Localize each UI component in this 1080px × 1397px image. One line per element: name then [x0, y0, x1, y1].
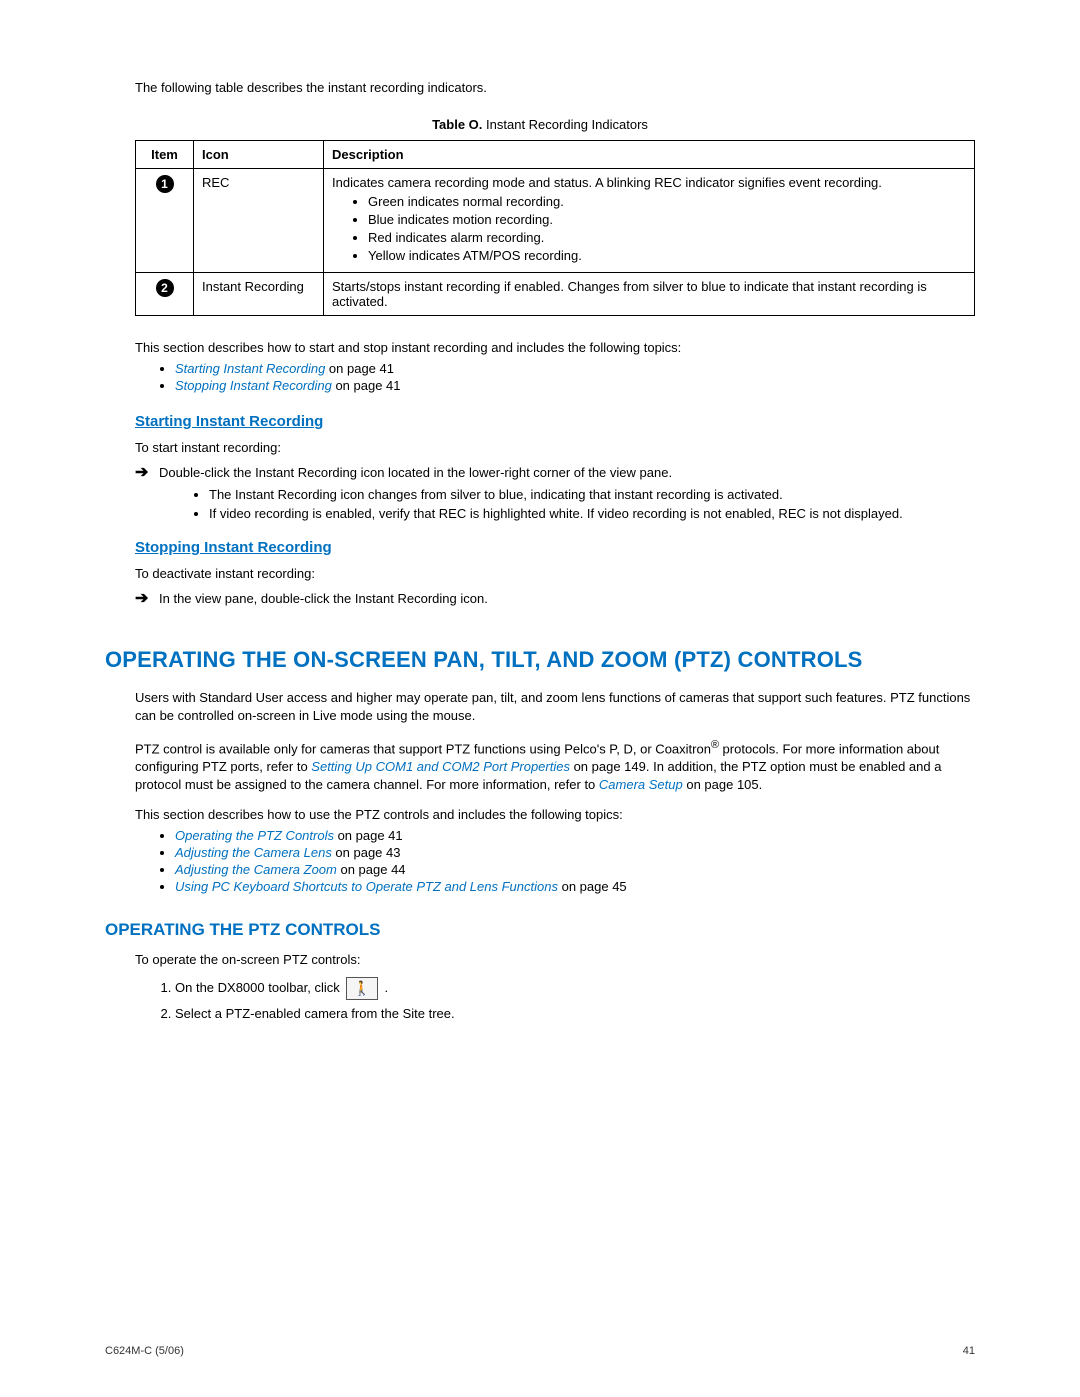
item-number-2: 2: [156, 279, 174, 297]
ptz-sub-heading: OPERATING THE PTZ CONTROLS: [105, 920, 975, 940]
stopping-intro: To deactivate instant recording:: [105, 566, 975, 581]
registered-mark: ®: [711, 739, 719, 751]
list-item: Stopping Instant Recording on page 41: [175, 378, 975, 393]
footer-left: C624M-C (5/06): [105, 1345, 184, 1357]
ptz-steps-intro: To operate the on-screen PTZ controls:: [105, 952, 975, 967]
xref-tail: on page 44: [337, 862, 406, 877]
bullet: Green indicates normal recording.: [368, 194, 966, 209]
stopping-step-text: In the view pane, double-click the Insta…: [159, 591, 488, 606]
xref-tail: on page 41: [332, 378, 401, 393]
xref-link[interactable]: Adjusting the Camera Lens: [175, 845, 332, 860]
indicators-table: Item Icon Description 1 REC Indicates ca…: [135, 140, 975, 316]
xref-link[interactable]: Operating the PTZ Controls: [175, 828, 334, 843]
ptz-steps: On the DX8000 toolbar, click 🚶 . Select …: [105, 977, 975, 1021]
xref-link[interactable]: Using PC Keyboard Shortcuts to Operate P…: [175, 879, 558, 894]
list-item: Using PC Keyboard Shortcuts to Operate P…: [175, 879, 975, 894]
list-item: Adjusting the Camera Lens on page 43: [175, 845, 975, 860]
icon-cell-2: Instant Recording: [194, 273, 324, 316]
bullet: Red indicates alarm recording.: [368, 230, 966, 245]
table-caption-label: Table O.: [432, 117, 482, 132]
step-1: On the DX8000 toolbar, click 🚶 .: [175, 977, 975, 1000]
intro-paragraph: The following table describes the instan…: [105, 80, 975, 95]
list-item: Starting Instant Recording on page 41: [175, 361, 975, 376]
step-1-text-a: On the DX8000 toolbar, click: [175, 980, 343, 995]
bullet: Blue indicates motion recording.: [368, 212, 966, 227]
ptz-topics-intro: This section describes how to use the PT…: [105, 807, 975, 822]
desc-bullets-1: Green indicates normal recording. Blue i…: [332, 194, 966, 263]
main-heading: OPERATING THE ON-SCREEN PAN, TILT, AND Z…: [105, 647, 975, 673]
xref-link[interactable]: Stopping Instant Recording: [175, 378, 332, 393]
arrow-icon: ➔: [135, 465, 159, 481]
table-row: 1 REC Indicates camera recording mode an…: [136, 169, 975, 273]
xref-link[interactable]: Setting Up COM1 and COM2 Port Properties: [311, 759, 570, 774]
text: on page 105.: [683, 777, 763, 792]
topics-list-2: Operating the PTZ Controls on page 41 Ad…: [105, 828, 975, 894]
list-item: Adjusting the Camera Zoom on page 44: [175, 862, 975, 877]
starting-sub-bullets: The Instant Recording icon changes from …: [105, 487, 975, 521]
ptz-paragraph-1: Users with Standard User access and high…: [105, 689, 975, 724]
stopping-step: ➔ In the view pane, double-click the Ins…: [105, 591, 975, 607]
starting-intro: To start instant recording:: [105, 440, 975, 455]
bullet: If video recording is enabled, verify th…: [209, 506, 975, 521]
text: PTZ control is available only for camera…: [135, 741, 711, 756]
xref-tail: on page 41: [325, 361, 394, 376]
icon-cell-1: REC: [194, 169, 324, 273]
xref-tail: on page 45: [558, 879, 627, 894]
th-desc: Description: [324, 141, 975, 169]
bullet: The Instant Recording icon changes from …: [209, 487, 975, 502]
table-caption: Table O. Instant Recording Indicators: [105, 117, 975, 132]
table-row: 2 Instant Recording Starts/stops instant…: [136, 273, 975, 316]
step-2: Select a PTZ-enabled camera from the Sit…: [175, 1006, 975, 1021]
stopping-heading: Stopping Instant Recording: [135, 539, 975, 556]
starting-heading: Starting Instant Recording: [135, 413, 975, 430]
xref-tail: on page 41: [334, 828, 403, 843]
footer-right: 41: [963, 1345, 975, 1357]
bullet: Yellow indicates ATM/POS recording.: [368, 248, 966, 263]
item-number-1: 1: [156, 175, 174, 193]
starting-step: ➔ Double-click the Instant Recording ico…: [105, 465, 975, 481]
topics-intro: This section describes how to start and …: [105, 340, 975, 355]
desc-cell-1: Indicates camera recording mode and stat…: [324, 169, 975, 273]
list-item: Operating the PTZ Controls on page 41: [175, 828, 975, 843]
step-1-text-b: .: [384, 980, 388, 995]
topics-list-1: Starting Instant Recording on page 41 St…: [105, 361, 975, 393]
xref-link[interactable]: Starting Instant Recording: [175, 361, 325, 376]
xref-link[interactable]: Camera Setup: [599, 777, 683, 792]
xref-link[interactable]: Adjusting the Camera Zoom: [175, 862, 337, 877]
th-item: Item: [136, 141, 194, 169]
arrow-icon: ➔: [135, 591, 159, 607]
starting-step-text: Double-click the Instant Recording icon …: [159, 465, 672, 480]
ptz-paragraph-2: PTZ control is available only for camera…: [105, 738, 975, 793]
document-page: The following table describes the instan…: [0, 0, 1080, 1397]
th-icon: Icon: [194, 141, 324, 169]
toolbar-person-icon: 🚶: [346, 977, 377, 1000]
desc-lead-1: Indicates camera recording mode and stat…: [332, 175, 882, 190]
page-footer: C624M-C (5/06) 41: [105, 1345, 975, 1357]
table-caption-text: Instant Recording Indicators: [486, 117, 648, 132]
xref-tail: on page 43: [332, 845, 401, 860]
desc-cell-2: Starts/stops instant recording if enable…: [324, 273, 975, 316]
